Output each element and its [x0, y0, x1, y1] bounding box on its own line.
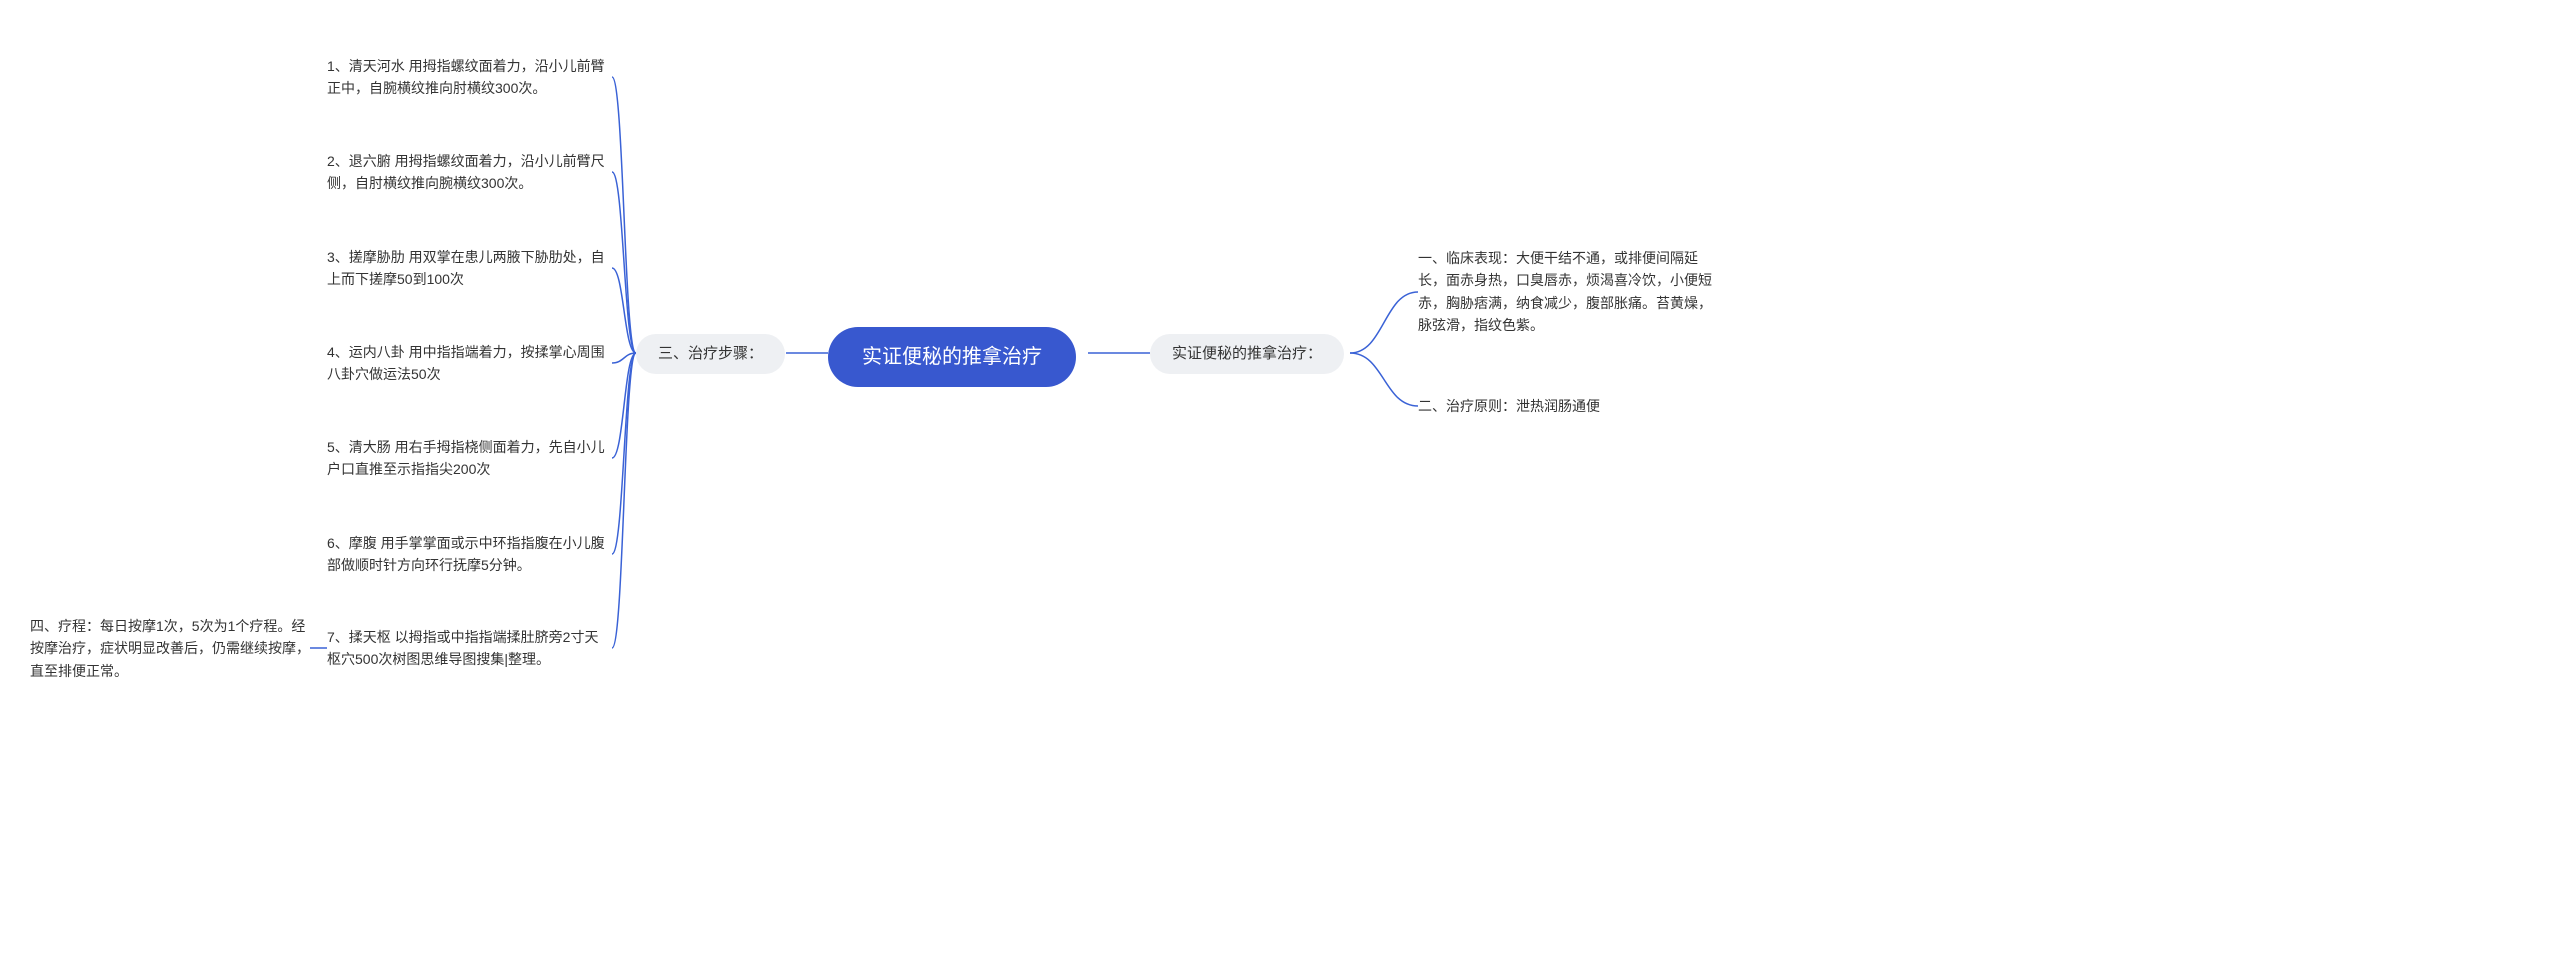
left-leaf-2: 2、退六腑 用拇指螺纹面着力，沿小儿前臂尺侧，自肘横纹推向腕横纹300次。: [327, 150, 612, 195]
right-leaf-1: 一、临床表现：大便干结不通，或排便间隔延长，面赤身热，口臭唇赤，烦渴喜冷饮，小便…: [1418, 247, 1718, 337]
left-leaf-3: 3、搓摩胁肋 用双掌在患儿两腋下胁肋处，自上而下搓摩50到100次: [327, 246, 612, 291]
left-leaf-6: 6、摩腹 用手掌掌面或示中环指指腹在小儿腹部做顺时针方向环行抚摩5分钟。: [327, 532, 612, 577]
left-branch-pill: 三、治疗步骤：: [636, 334, 785, 374]
right-leaf-2: 二、治疗原则：泄热润肠通便: [1418, 395, 1718, 417]
right-branch-pill: 实证便秘的推拿治疗：: [1150, 334, 1344, 374]
left-leaf-7: 7、揉天枢 以拇指或中指指端揉肚脐旁2寸天枢穴500次树图思维导图搜集|整理。: [327, 626, 612, 671]
left-leaf-7-child: 四、疗程：每日按摩1次，5次为1个疗程。经按摩治疗，症状明显改善后，仍需继续按摩…: [30, 615, 310, 682]
left-leaf-5: 5、清大肠 用右手拇指桡侧面着力，先自小儿户口直推至示指指尖200次: [327, 436, 612, 481]
left-leaf-1: 1、清天河水 用拇指螺纹面着力，沿小儿前臂正中，自腕横纹推向肘横纹300次。: [327, 55, 612, 100]
center-node: 实证便秘的推拿治疗: [828, 327, 1076, 387]
left-leaf-4: 4、运内八卦 用中指指端着力，按揉掌心周围八卦穴做运法50次: [327, 341, 612, 386]
